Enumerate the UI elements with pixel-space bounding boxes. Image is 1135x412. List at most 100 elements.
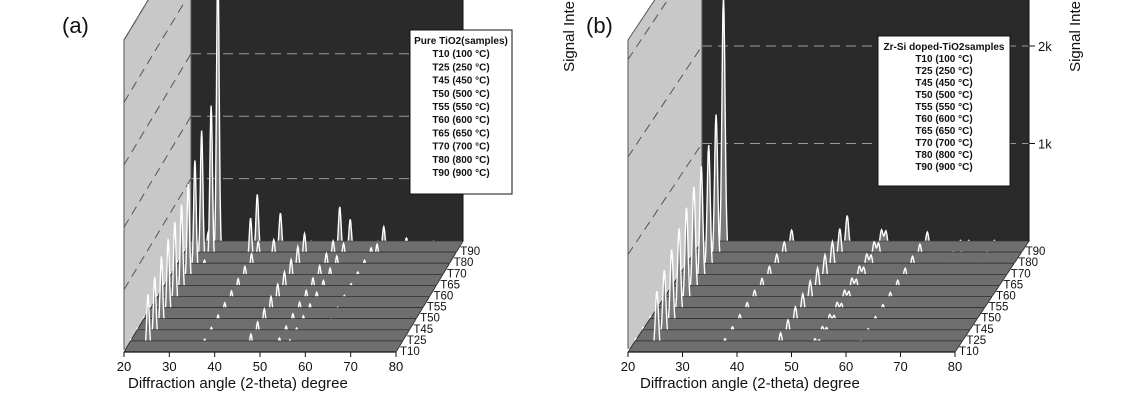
trace-base-T90	[183, 240, 464, 253]
trace-base-T50	[143, 307, 424, 320]
depth-label: T25	[407, 335, 427, 347]
legend-box	[409, 29, 513, 195]
depth-label: T55	[989, 302, 1009, 314]
legend-entry: T70 (700 °C)	[432, 142, 489, 153]
side-gridline	[123, 115, 192, 228]
side-gridline	[123, 0, 149, 41]
depth-label: T25	[966, 335, 986, 347]
side-gridline	[627, 143, 703, 255]
x-tick-label: 20	[621, 359, 635, 374]
x-tick-label: 80	[948, 359, 962, 374]
legend-entry: T80 (800 °C)	[915, 150, 972, 161]
legend: Pure TiO2(samples) T10 (100 °C) T25 (250 °…	[409, 29, 513, 195]
legend-entry: T70 (700 °C)	[915, 138, 972, 149]
x-tick-label: 70	[343, 359, 357, 374]
chart-panel-a: 1k2k3k4k5kT90T80T70T65T60T55T50T45T25T10…	[62, 0, 578, 392]
trace-base-T10	[123, 340, 404, 353]
side-gridline	[123, 178, 192, 290]
legend-title: Zr-Si doped-TiO2samples	[884, 42, 1005, 53]
trace-base-T25	[634, 329, 971, 342]
depth-label: T45	[974, 324, 994, 336]
x-tick-label: 50	[253, 359, 267, 374]
x-axis-title: Diffraction angle (2-theta) degree	[640, 375, 860, 392]
trace-base-T70	[170, 262, 451, 275]
legend-entry: T25 (250 °C)	[432, 62, 489, 73]
x-tick-label: 30	[162, 359, 176, 374]
y-axis-title: Signal Intensity (a.u.)	[1067, 0, 1084, 72]
legend-entry: T50 (500 °C)	[915, 90, 972, 101]
panel-letter: (b)	[586, 13, 613, 38]
legend-entry: T80 (800 °C)	[432, 155, 489, 166]
y-tick-label: 1k	[1038, 137, 1052, 152]
legend-entry: T90 (900 °C)	[432, 168, 489, 179]
x-tick-label: 60	[298, 359, 312, 374]
trace-base-T70	[679, 262, 1015, 275]
chart-panel-b: 1k2k3kT90T80T70T65T60T55T50T45T25T102030…	[586, 0, 1084, 392]
panel-letter: (a)	[62, 13, 89, 38]
y-axis-title: Signal Intensity (a.u.)	[561, 0, 578, 72]
legend-entry: T50 (500 °C)	[432, 89, 489, 100]
side-gridline	[627, 45, 703, 158]
depth-label: T55	[427, 302, 447, 314]
depth-label: T80	[1018, 257, 1038, 269]
legend-entry: T60 (600 °C)	[915, 114, 972, 125]
legend-entry: T90 (900 °C)	[915, 162, 972, 173]
depth-label: T65	[440, 279, 460, 291]
legend-entry: T10 (100 °C)	[432, 49, 489, 60]
legend-entry: T45 (450 °C)	[915, 78, 972, 89]
depth-label: T45	[413, 324, 433, 336]
depth-label: T10	[959, 346, 979, 358]
depth-label: T50	[981, 313, 1001, 325]
depth-label: T65	[1003, 279, 1023, 291]
depth-label: T10	[400, 346, 420, 358]
legend-box	[877, 35, 1011, 187]
legend-title: Pure TiO2(samples)	[414, 36, 508, 47]
legend-entry: T60 (600 °C)	[432, 115, 489, 126]
depth-label: T80	[454, 257, 474, 269]
side-gridline	[627, 0, 669, 60]
x-tick-label: 30	[675, 359, 689, 374]
trace-base-T55	[150, 296, 431, 308]
trace-base-T50	[649, 307, 986, 320]
trace-base-T60	[664, 285, 1000, 297]
x-tick-label: 60	[839, 359, 853, 374]
depth-label: T70	[447, 268, 467, 280]
legend-entry: T55 (550 °C)	[432, 102, 489, 113]
legend-entry: T45 (450 °C)	[432, 76, 489, 87]
trace-base-T60	[156, 285, 437, 297]
depth-label: T90	[1026, 246, 1046, 258]
x-tick-label: 40	[730, 359, 744, 374]
side-gridline	[123, 0, 187, 103]
trace-base-T65	[163, 273, 444, 286]
legend-entry: T55 (550 °C)	[915, 102, 972, 113]
trace-base-T45	[642, 318, 978, 331]
x-tick-label: 40	[207, 359, 221, 374]
legend-entry: T25 (250 °C)	[915, 66, 972, 77]
trace-base-T90	[694, 240, 1030, 253]
legend-entry: T65 (650 °C)	[915, 126, 972, 137]
trace-base-T10	[627, 340, 963, 353]
trace-base-T80	[686, 251, 1023, 264]
trace-base-T25	[130, 329, 410, 342]
trace-base-T80	[177, 251, 457, 264]
x-tick-label: 50	[784, 359, 798, 374]
depth-label: T90	[460, 246, 480, 258]
legend-entry: T10 (100 °C)	[915, 54, 972, 65]
depth-label: T50	[420, 313, 440, 325]
depth-label: T60	[996, 291, 1016, 303]
x-axis-title: Diffraction angle (2-theta) degree	[128, 375, 348, 392]
y-tick-label: 2k	[1038, 39, 1052, 54]
side-gridline	[123, 53, 192, 166]
legend-entry: T65 (650 °C)	[432, 128, 489, 139]
trace-base-T45	[136, 318, 417, 331]
x-tick-label: 70	[893, 359, 907, 374]
trace-base-T55	[657, 296, 993, 308]
depth-label: T70	[1011, 268, 1031, 280]
x-tick-label: 80	[389, 359, 403, 374]
trace-base-T65	[671, 273, 1008, 286]
x-tick-label: 20	[117, 359, 131, 374]
depth-label: T60	[434, 291, 454, 303]
